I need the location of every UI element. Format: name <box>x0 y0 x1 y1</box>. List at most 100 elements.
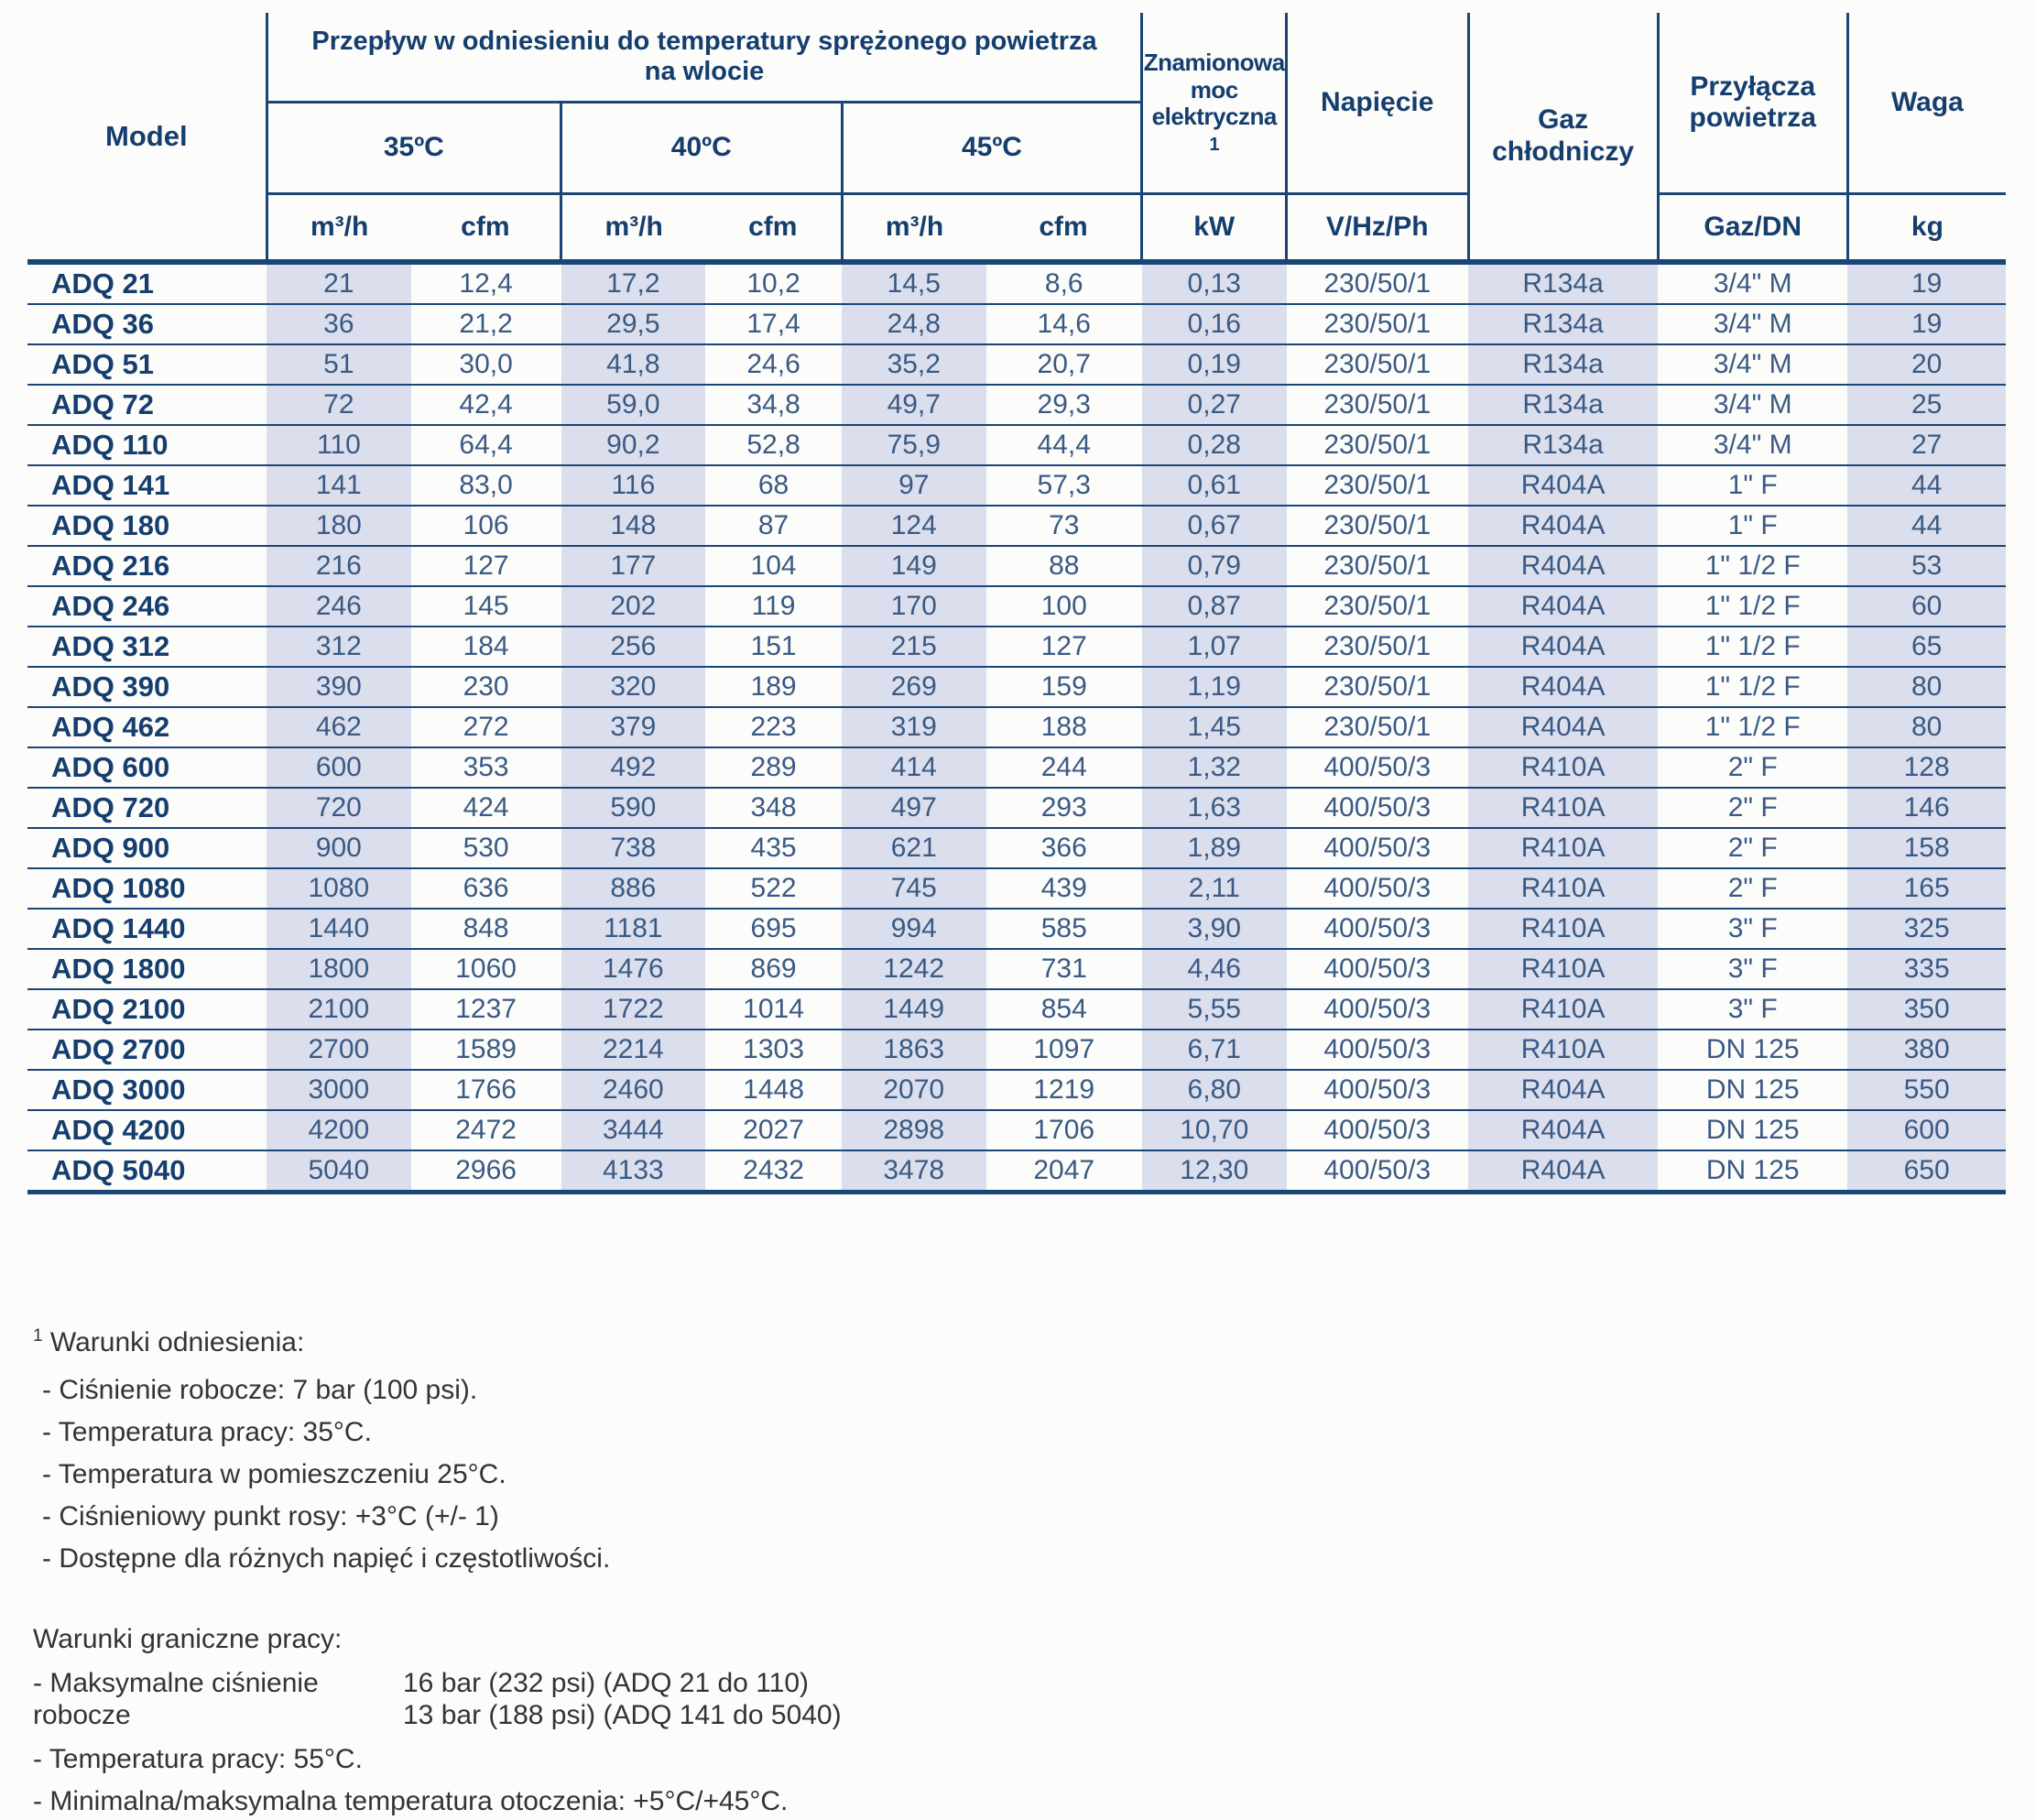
cell-gas: R410A <box>1468 1030 1659 1071</box>
cell-cfm35: 1766 <box>410 1070 561 1111</box>
cell-cfm35: 83,0 <box>410 465 561 507</box>
cell-m35: 110 <box>267 425 411 466</box>
cell-kw: 10,70 <box>1141 1110 1287 1151</box>
cell-cfm40: 289 <box>705 747 842 789</box>
cell-m40: 17,2 <box>561 262 706 305</box>
cell-model: ADQ 1080 <box>27 868 267 910</box>
cell-m35: 312 <box>267 627 411 668</box>
cell-kw: 0,67 <box>1141 506 1287 547</box>
cell-model: ADQ 51 <box>27 344 267 386</box>
cell-kw: 1,32 <box>1141 747 1287 789</box>
cell-m40: 590 <box>561 788 706 829</box>
cell-model: ADQ 3000 <box>27 1070 267 1111</box>
cell-cfm40: 10,2 <box>705 262 842 305</box>
table-header: Model Przepływ w odniesieniu do temperat… <box>27 13 2006 265</box>
cell-kw: 0,19 <box>1141 344 1287 386</box>
cell-cfm40: 24,6 <box>705 344 842 386</box>
table-row: ADQ 36 36 21,2 29,5 17,4 24,8 14,6 0,16 230/50/1… <box>27 304 2006 345</box>
cell-conn: 1" 1/2 F <box>1658 707 1848 748</box>
cell-v: 400/50/3 <box>1286 1070 1469 1111</box>
cell-m45: 149 <box>842 546 986 587</box>
cell-gas: R410A <box>1468 909 1659 950</box>
cell-gas: R410A <box>1468 949 1659 990</box>
cell-m40: 1722 <box>561 989 706 1030</box>
cell-gas: R410A <box>1468 788 1659 829</box>
cell-v: 400/50/3 <box>1286 1110 1469 1151</box>
cell-cfm40: 68 <box>705 465 842 507</box>
cell-m40: 492 <box>561 747 706 789</box>
table-row: ADQ 180 180 106 148 87 124 73 0,67 230/50/1 R404A… <box>27 506 2006 547</box>
cell-kg: 650 <box>1847 1150 2006 1194</box>
cell-v: 400/50/3 <box>1286 1150 1469 1194</box>
column-header-weight: Waga <box>1845 13 2006 195</box>
cell-conn: 3/4" M <box>1658 344 1848 386</box>
cell-m35: 36 <box>267 304 411 345</box>
table-row: ADQ 246 246 145 202 119 170 100 0,87 230/50/1 R40… <box>27 586 2006 627</box>
cell-cfm35: 530 <box>410 828 561 869</box>
cell-cfm35: 353 <box>410 747 561 789</box>
cell-v: 400/50/3 <box>1286 868 1469 910</box>
cell-kw: 0,87 <box>1141 586 1287 627</box>
cell-kg: 19 <box>1847 262 2006 305</box>
cell-v: 230/50/1 <box>1286 506 1469 547</box>
cell-m45: 269 <box>842 667 986 708</box>
cell-v: 230/50/1 <box>1286 262 1469 305</box>
cell-m40: 2214 <box>561 1030 706 1071</box>
cell-v: 230/50/1 <box>1286 627 1469 668</box>
unit-cfm-40: cfm <box>705 193 842 265</box>
cell-cfm35: 230 <box>410 667 561 708</box>
max-pressure-value-small: 16 bar (232 psi) (ADQ 21 do 110) <box>403 1668 810 1698</box>
cell-m35: 1440 <box>267 909 411 950</box>
cell-m45: 994 <box>842 909 986 950</box>
cell-conn: DN 125 <box>1658 1110 1848 1151</box>
cell-model: ADQ 2700 <box>27 1030 267 1071</box>
cell-cfm45: 1706 <box>985 1110 1142 1151</box>
cell-conn: 3" F <box>1658 909 1848 950</box>
cell-model: ADQ 2100 <box>27 989 267 1030</box>
cell-m45: 24,8 <box>842 304 986 345</box>
cell-m35: 720 <box>267 788 411 829</box>
cell-conn: 1" 1/2 F <box>1658 586 1848 627</box>
cell-m45: 1449 <box>842 989 986 1030</box>
cell-cfm35: 106 <box>410 506 561 547</box>
footnote-sup: 1 <box>33 1326 43 1346</box>
cell-conn: 2" F <box>1658 747 1848 789</box>
cell-m35: 462 <box>267 707 411 748</box>
unit-cfm-45: cfm <box>985 193 1142 265</box>
cell-cfm35: 1237 <box>410 989 561 1030</box>
cell-m45: 745 <box>842 868 986 910</box>
unit-m3h-40: m³/h <box>560 193 706 265</box>
cell-model: ADQ 141 <box>27 465 267 507</box>
cell-model: ADQ 72 <box>27 385 267 426</box>
cell-model: ADQ 1440 <box>27 909 267 950</box>
cell-v: 230/50/1 <box>1286 586 1469 627</box>
cell-conn: 3/4" M <box>1658 304 1848 345</box>
cell-m45: 414 <box>842 747 986 789</box>
cell-gas: R404A <box>1468 1150 1659 1194</box>
cell-m40: 177 <box>561 546 706 587</box>
cell-cfm45: 127 <box>985 627 1142 668</box>
cell-conn: 2" F <box>1658 868 1848 910</box>
cell-kw: 0,13 <box>1141 262 1287 305</box>
table-row: ADQ 21 21 12,4 17,2 10,2 14,5 8,6 0,13 230/50/1 R… <box>27 262 2006 305</box>
cell-kg: 19 <box>1847 304 2006 345</box>
column-header-model: Model <box>27 13 268 265</box>
cell-cfm35: 30,0 <box>410 344 561 386</box>
column-header-gas: Gaz chłodniczy <box>1466 13 1659 265</box>
cell-kw: 1,89 <box>1141 828 1287 869</box>
cell-m40: 202 <box>561 586 706 627</box>
cell-v: 230/50/1 <box>1286 425 1469 466</box>
cell-model: ADQ 5040 <box>27 1150 267 1194</box>
cell-kg: 128 <box>1847 747 2006 789</box>
cell-model: ADQ 110 <box>27 425 267 466</box>
cell-conn: 3" F <box>1658 949 1848 990</box>
cell-m45: 621 <box>842 828 986 869</box>
cell-m45: 1242 <box>842 949 986 990</box>
limit-conditions-title: Warunki graniczne pracy: <box>33 1624 343 1654</box>
cell-m35: 216 <box>267 546 411 587</box>
cell-m40: 116 <box>561 465 706 507</box>
cell-kg: 165 <box>1847 868 2006 910</box>
cell-kw: 5,55 <box>1141 989 1287 1030</box>
cell-model: ADQ 246 <box>27 586 267 627</box>
cell-m45: 2070 <box>842 1070 986 1111</box>
